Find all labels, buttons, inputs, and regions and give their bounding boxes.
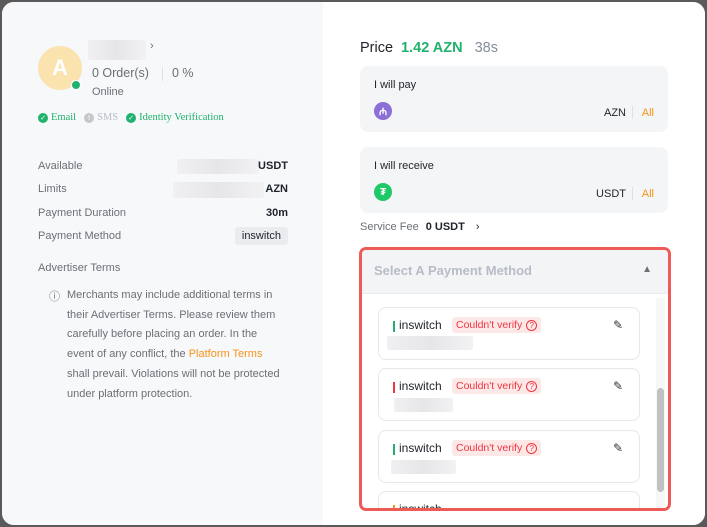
method-tag: inswitch — [234, 227, 288, 245]
edit-icon[interactable]: ✎ — [612, 379, 623, 393]
price-timer: 38s — [474, 40, 498, 56]
terms-text-1: Merchants may include additional terms i… — [67, 289, 276, 361]
unverified-badge: Couldn't verify? — [452, 378, 542, 394]
advertiser-name-blurred[interactable] — [88, 40, 146, 60]
completion-rate: 0 % — [172, 66, 194, 80]
divider — [632, 106, 633, 119]
advertiser-panel: A › 0 Order(s) 0 % Online ✓ Email ! SMS ✓ I… — [2, 2, 323, 525]
order-panel: Price 1.42 AZN 38s I will pay ₼ AZN All … — [323, 2, 705, 525]
price-value: 1.42 AZN — [401, 40, 463, 56]
duration-value: 30m — [265, 207, 288, 219]
help-icon[interactable]: ? — [526, 319, 538, 331]
caret-up-icon: ▲ — [642, 264, 652, 275]
price-label: Price — [360, 40, 394, 56]
payment-method-item[interactable]: inswitch Couldn't verify? ✎ — [378, 430, 640, 483]
method-name: inswitch — [399, 379, 442, 393]
account-blurred — [394, 398, 453, 412]
label: Identity Verification — [139, 112, 224, 123]
unverified-badge: Couldn't verify? — [452, 317, 542, 333]
payment-method-item[interactable]: inswitch Couldn't verify? ✎ — [378, 307, 640, 360]
dropdown-header[interactable]: Select A Payment Method ▲ — [362, 250, 668, 294]
badge-text: Couldn't verify — [456, 442, 523, 454]
method-color-bar — [393, 321, 395, 332]
terms-text: Merchants may include additional terms i… — [67, 286, 287, 404]
badge-text: Couldn't verify — [456, 319, 523, 331]
scrollbar-thumb[interactable] — [657, 388, 664, 492]
payment-method-item[interactable]: inswitch Couldn't verify? ✎ — [378, 368, 640, 421]
label: SMS — [97, 112, 119, 123]
payment-method-list: inswitch Couldn't verify? ✎ inswitch Cou… — [362, 298, 668, 508]
online-status: Online — [92, 86, 124, 98]
terms-title: Advertiser Terms — [38, 262, 121, 274]
pay-input[interactable]: I will pay ₼ AZN All — [360, 66, 668, 132]
edit-icon[interactable]: ✎ — [612, 441, 623, 455]
verification-sms: ! SMS — [84, 112, 118, 123]
pay-all-button[interactable]: All — [641, 107, 654, 119]
fee-value: 0 USDT — [425, 221, 465, 233]
account-blurred — [387, 336, 473, 350]
help-icon[interactable]: ? — [526, 442, 538, 454]
payment-method-item[interactable]: inswitch — [378, 491, 640, 511]
unverified-badge: Couldn't verify? — [452, 440, 542, 456]
check-icon: ✓ — [38, 112, 48, 123]
pay-currency: AZN — [604, 107, 626, 119]
limits-amount-blurred — [173, 182, 264, 198]
label: Email — [51, 112, 77, 123]
scrollbar[interactable] — [656, 298, 665, 508]
terms-text-2: shall prevail. Violations will not be pr… — [67, 367, 280, 400]
avatar: A — [38, 46, 82, 90]
dropdown-placeholder: Select A Payment Method — [374, 263, 532, 278]
tether-icon: ₮ — [374, 183, 392, 201]
payment-method-dropdown[interactable]: Select A Payment Method ▲ inswitch Could… — [359, 247, 671, 511]
method-label: Payment Method — [38, 230, 122, 242]
info-icon: ⓘ — [49, 291, 60, 303]
receive-currency: USDT — [596, 188, 626, 200]
chevron-right-icon[interactable]: › — [150, 40, 154, 52]
limits-unit: AZN — [265, 183, 288, 195]
online-indicator — [71, 80, 81, 90]
service-fee-row[interactable]: Service Fee 0 USDT › — [360, 221, 480, 233]
receive-label: I will receive — [374, 160, 434, 172]
help-icon[interactable]: ? — [526, 380, 538, 392]
available-unit: USDT — [258, 160, 288, 172]
check-icon: ✓ — [126, 112, 137, 123]
method-name: inswitch — [399, 502, 442, 511]
edit-icon[interactable]: ✎ — [612, 318, 623, 332]
platform-terms-link[interactable]: Platform Terms — [188, 348, 263, 361]
price-row: Price 1.42 AZN 38s — [360, 40, 498, 56]
method-color-bar — [393, 505, 395, 508]
method-name: inswitch — [399, 318, 442, 332]
verification-email: ✓ Email — [38, 112, 76, 123]
fee-label: Service Fee — [360, 221, 419, 233]
divider — [162, 67, 163, 81]
limits-label: Limits — [38, 183, 67, 195]
order-count: 0 Order(s) — [92, 66, 149, 80]
divider — [632, 187, 633, 200]
azn-coin-icon: ₼ — [374, 102, 392, 120]
badge-text: Couldn't verify — [456, 380, 523, 392]
verification-list: ✓ Email ! SMS ✓ Identity Verification — [38, 112, 224, 123]
available-label: Available — [38, 160, 83, 172]
duration-label: Payment Duration — [38, 207, 127, 219]
method-color-bar — [393, 382, 395, 393]
method-name: inswitch — [399, 441, 442, 455]
available-amount-blurred — [177, 159, 259, 174]
receive-input[interactable]: I will receive ₮ USDT All — [360, 147, 668, 213]
method-color-bar — [393, 444, 395, 455]
pay-label: I will pay — [374, 79, 417, 91]
receive-all-button[interactable]: All — [641, 188, 654, 200]
account-blurred — [391, 460, 456, 474]
chevron-right-icon: › — [475, 221, 480, 233]
verification-identity: ✓ Identity Verification — [126, 112, 224, 123]
warning-icon: ! — [84, 112, 95, 123]
